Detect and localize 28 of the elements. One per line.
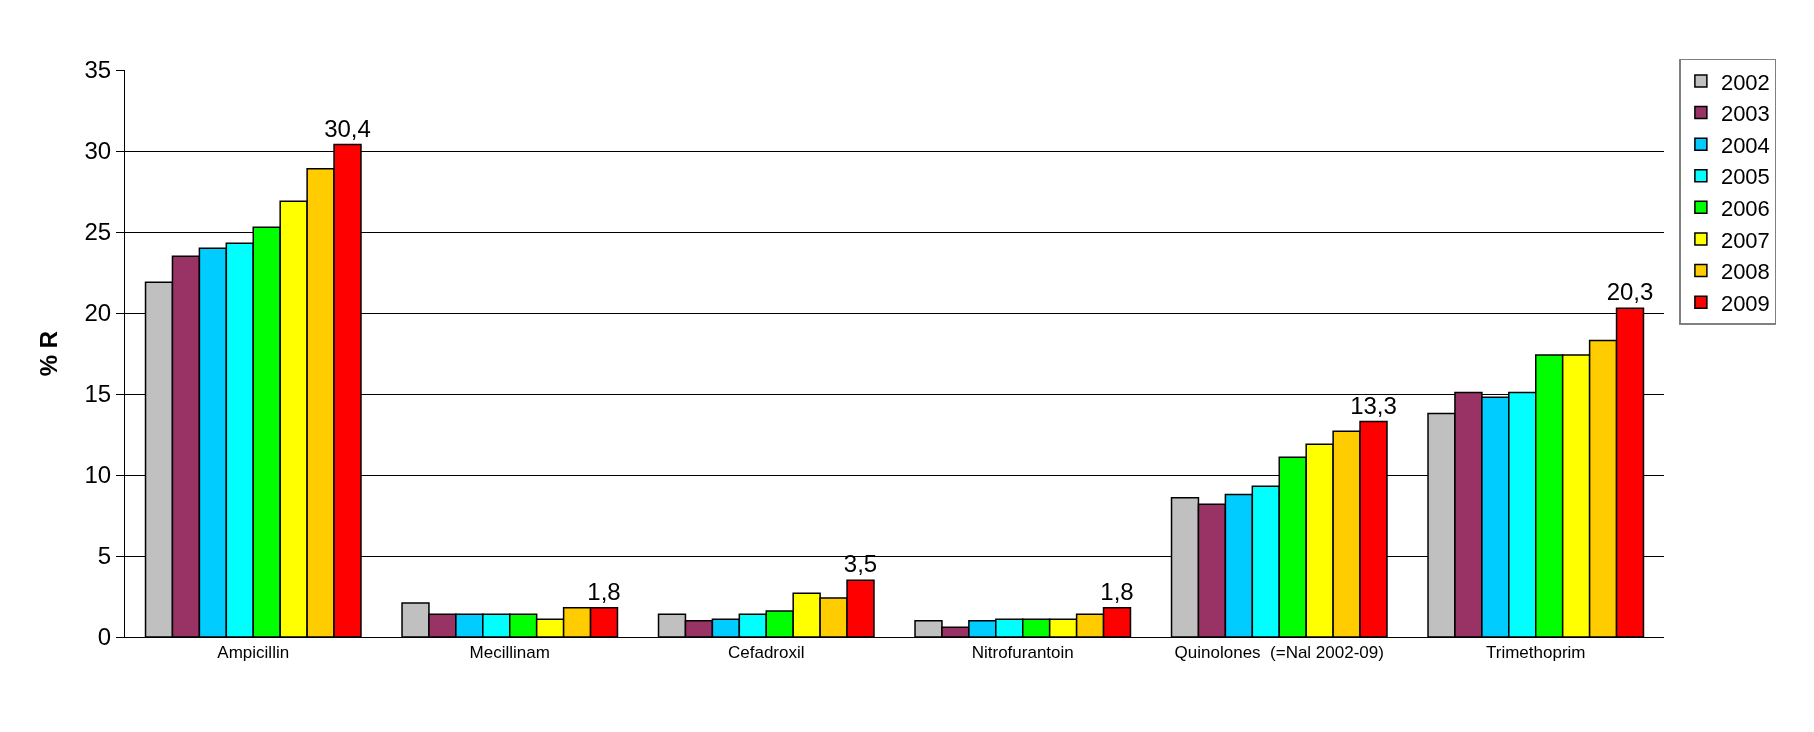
y-tick-label: 35 [84,56,112,84]
x-tick-label: Trimethoprim [1486,643,1586,663]
data-label: 30,4 [324,114,371,142]
y-tick-label: 15 [84,380,112,408]
y-tick-label: 25 [84,218,112,246]
x-tick-label: Quinolones (=Nal 2002-09) [1174,643,1384,663]
legend-label: 2003 [1720,101,1770,127]
x-tick-label: Mecillinam [469,643,550,663]
legend-label: 2004 [1720,132,1770,158]
data-label: 1,8 [1100,577,1134,605]
legend-label: 2002 [1720,69,1770,95]
data-label: 20,3 [1606,278,1654,306]
y-tick-label: 20 [84,299,112,327]
y-tick-label: 30 [84,137,112,165]
legend-label: 2005 [1720,164,1770,190]
legend-label: 2006 [1720,195,1770,221]
data-label: 13,3 [1350,391,1397,419]
y-axis-title: % R [34,330,62,377]
x-tick-label: Ampicillin [217,643,290,663]
legend-label: 2009 [1720,290,1770,316]
y-tick-label: 10 [84,461,112,489]
x-tick-label: Nitrofurantoin [971,643,1074,663]
y-tick-label: 0 [97,623,112,651]
legend-label: 2007 [1720,227,1770,253]
data-label: 1,8 [587,577,621,605]
y-tick-label: 5 [97,542,112,570]
x-tick-label: Cefadroxil [727,643,805,663]
legend-label: 2008 [1720,259,1770,285]
